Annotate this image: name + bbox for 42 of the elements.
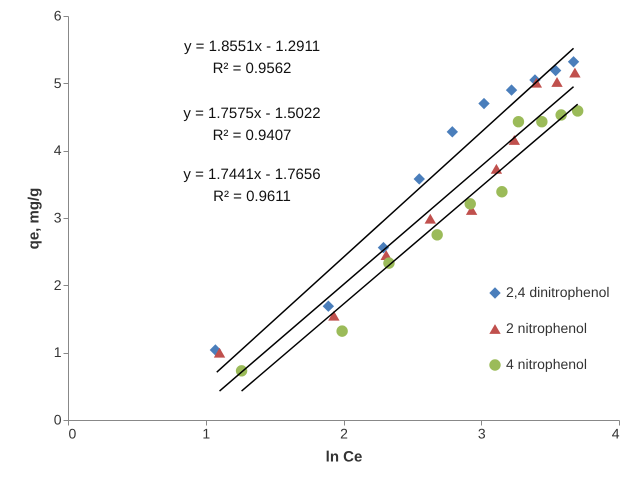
y-tick-label: 2: [54, 276, 62, 293]
y-tick-label: 4: [54, 142, 62, 158]
annotation: R² = 0.9611: [213, 188, 291, 205]
point: [569, 68, 581, 78]
y-tick-label: 1: [54, 344, 62, 360]
x-tick-label: 1: [202, 426, 210, 442]
y-axis-title: qe, mg/g: [26, 188, 43, 250]
point: [424, 214, 436, 224]
point: [431, 229, 443, 241]
point: [328, 310, 340, 321]
point: [496, 186, 508, 198]
x-tick-label: 4: [612, 426, 620, 442]
point: [512, 116, 524, 128]
point: [551, 77, 563, 87]
point: [336, 325, 348, 337]
annotation: y = 1.7441x - 1.7656: [183, 166, 321, 183]
annotation: R² = 0.9562: [212, 60, 292, 77]
y-tick-label: 5: [54, 74, 62, 91]
x-tick-label: 3: [478, 426, 486, 442]
legend-label: 4 nitrophenol: [506, 356, 587, 372]
x-tick-label: 2: [340, 426, 348, 442]
legend-label: 2 nitrophenol: [506, 320, 587, 336]
point: [322, 300, 334, 312]
point: [572, 105, 584, 117]
legend-label: 2,4 dinitrophenol: [506, 284, 610, 300]
point: [536, 116, 548, 128]
y-tick-label: 6: [54, 8, 62, 24]
point: [464, 198, 476, 210]
point: [550, 64, 562, 76]
x-axis-title: ln Ce: [326, 448, 362, 466]
annotation: y = 1.7575x - 1.5022: [183, 105, 321, 122]
point: [414, 173, 425, 185]
annotation: y = 1.8551x - 1.2911: [184, 38, 320, 55]
point: [214, 348, 226, 358]
y-tick-label: 3: [54, 210, 62, 226]
point: [446, 126, 458, 138]
point: [568, 56, 580, 68]
point: [506, 84, 518, 96]
y-tick-label: 0: [54, 412, 62, 428]
x-tick-label: 0: [68, 426, 76, 442]
point: [478, 98, 490, 110]
annotation: R² = 0.9407: [212, 127, 292, 144]
